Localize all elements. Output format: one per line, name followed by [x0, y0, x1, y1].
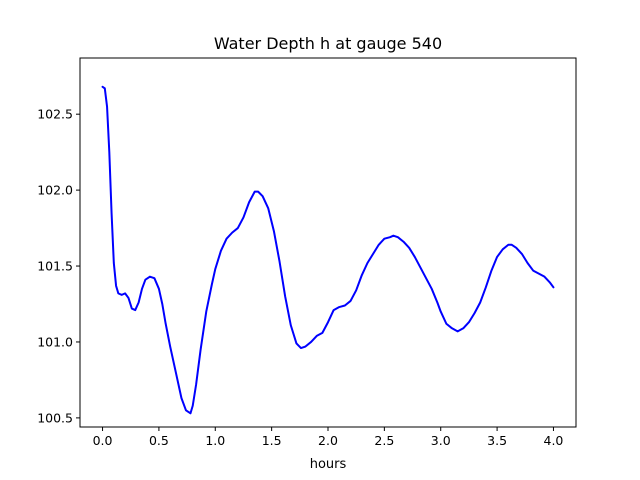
- y-tick-label-1: 101.0: [37, 334, 73, 349]
- x-tick-label-5: 2.5: [374, 433, 394, 448]
- y-tick-label-2: 101.5: [37, 259, 73, 274]
- x-tick-label-6: 3.0: [431, 433, 451, 448]
- y-tick-label-0: 100.5: [37, 410, 73, 425]
- x-tick-label-0: 0.0: [93, 433, 113, 448]
- x-tick-label-4: 2.0: [318, 433, 338, 448]
- x-tick-label-2: 1.0: [205, 433, 225, 448]
- x-tick-label-7: 3.5: [487, 433, 507, 448]
- x-axis-label: hours: [310, 457, 347, 472]
- x-tick-label-8: 4.0: [544, 433, 564, 448]
- y-tick-label-3: 102.0: [37, 183, 73, 198]
- plot-frame: [79, 57, 577, 428]
- x-tick-label-1: 0.5: [149, 433, 169, 448]
- series-line-0: [101, 85, 555, 415]
- plot-area: 0.0 0.5 1.0 1.5 2.0 2.5 3.0 3.5 4.0 100.5 101.0 101…: [37, 57, 577, 448]
- chart-title: Water Depth h at gauge 540: [214, 34, 442, 53]
- y-tick-label-4: 102.5: [37, 107, 73, 122]
- x-tick-label-3: 1.5: [262, 433, 282, 448]
